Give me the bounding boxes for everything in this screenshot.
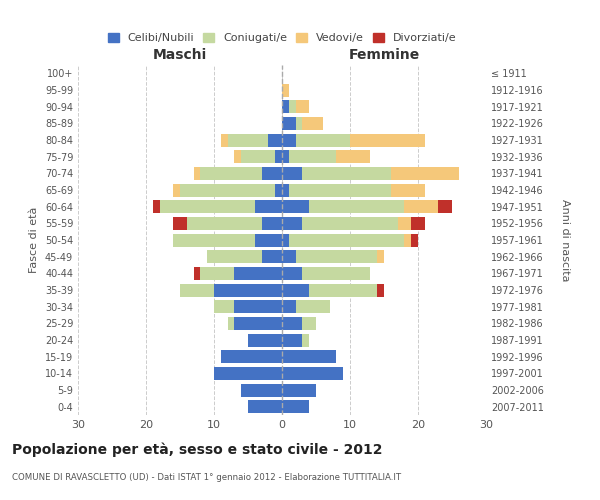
Bar [296,100,309,113]
Bar [214,284,282,296]
Bar [302,217,398,230]
Bar [296,117,302,130]
Bar [404,234,411,246]
Legend: Celibi/Nubili, Coniugati/e, Vedovi/e, Divorziati/e: Celibi/Nubili, Coniugati/e, Vedovi/e, Di… [103,28,461,48]
Bar [262,167,282,180]
Bar [289,234,404,246]
Bar [207,250,262,263]
Bar [302,117,323,130]
Bar [194,267,200,280]
Bar [398,217,411,230]
Bar [214,300,235,313]
Bar [282,217,302,230]
Bar [282,317,302,330]
Bar [282,384,316,396]
Bar [160,200,255,213]
Bar [391,167,459,180]
Bar [282,167,302,180]
Text: COMUNE DI RAVASCLETTO (UD) - Dati ISTAT 1° gennaio 2012 - Elaborazione TUTTITALI: COMUNE DI RAVASCLETTO (UD) - Dati ISTAT … [12,472,401,482]
Bar [235,150,241,163]
Bar [282,200,309,213]
Bar [289,184,391,196]
Bar [200,167,262,180]
Bar [275,184,282,196]
Text: Maschi: Maschi [153,48,207,62]
Bar [255,234,282,246]
Bar [282,84,289,96]
Bar [296,250,377,263]
Bar [221,134,227,146]
Y-axis label: Fasce di età: Fasce di età [29,207,39,273]
Bar [227,317,235,330]
Bar [282,350,337,363]
Bar [404,200,439,213]
Bar [282,300,296,313]
Bar [296,134,350,146]
Bar [248,400,282,413]
Bar [411,234,418,246]
Bar [302,167,391,180]
Bar [377,284,384,296]
Text: Femmine: Femmine [349,48,419,62]
Bar [282,184,289,196]
Bar [221,350,282,363]
Bar [262,250,282,263]
Bar [377,250,384,263]
Bar [194,167,200,180]
Bar [282,100,289,113]
Bar [180,284,214,296]
Bar [248,334,282,346]
Bar [268,134,282,146]
Bar [235,300,282,313]
Bar [282,284,309,296]
Bar [282,400,309,413]
Text: Popolazione per età, sesso e stato civile - 2012: Popolazione per età, sesso e stato civil… [12,442,383,457]
Bar [350,134,425,146]
Bar [173,217,187,230]
Bar [227,134,268,146]
Bar [275,150,282,163]
Bar [289,100,296,113]
Bar [282,234,289,246]
Bar [309,284,377,296]
Bar [153,200,160,213]
Bar [180,184,275,196]
Bar [241,150,275,163]
Bar [235,267,282,280]
Bar [282,117,296,130]
Bar [302,334,309,346]
Bar [296,300,329,313]
Bar [262,217,282,230]
Bar [173,234,255,246]
Bar [282,367,343,380]
Bar [302,267,370,280]
Y-axis label: Anni di nascita: Anni di nascita [560,198,571,281]
Bar [282,250,296,263]
Bar [187,217,262,230]
Bar [439,200,452,213]
Bar [282,150,289,163]
Bar [282,134,296,146]
Bar [391,184,425,196]
Bar [235,317,282,330]
Bar [214,367,282,380]
Bar [337,150,370,163]
Bar [255,200,282,213]
Bar [309,200,404,213]
Bar [411,217,425,230]
Bar [173,184,180,196]
Bar [282,334,302,346]
Bar [241,384,282,396]
Bar [200,267,235,280]
Bar [302,317,316,330]
Bar [289,150,337,163]
Bar [282,267,302,280]
